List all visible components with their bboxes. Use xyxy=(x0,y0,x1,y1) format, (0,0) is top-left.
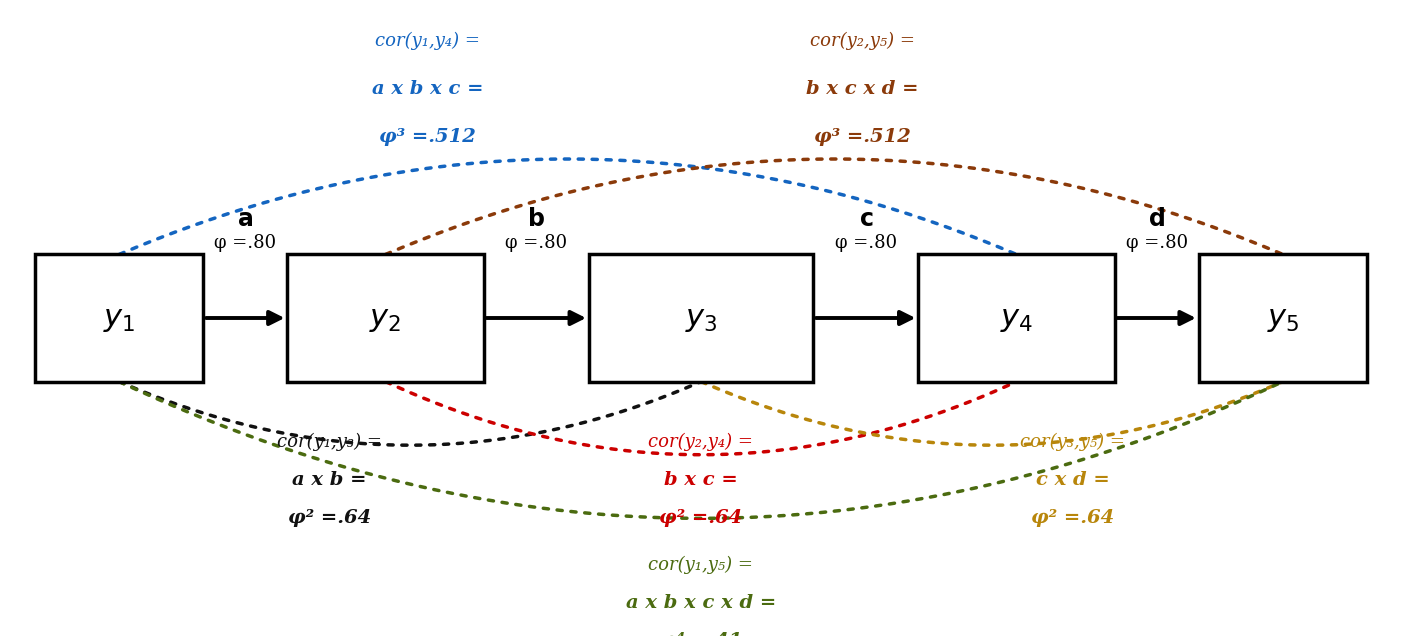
Text: cor(y₂,y₄) =: cor(y₂,y₄) = xyxy=(649,433,753,451)
Text: cor(y₁,y₅) =: cor(y₁,y₅) = xyxy=(649,556,753,574)
Text: φ² =.64: φ² =.64 xyxy=(1030,509,1115,527)
Text: a x b x c =: a x b x c = xyxy=(372,80,484,98)
Text: φ =.80: φ =.80 xyxy=(215,234,276,252)
Text: b x c =: b x c = xyxy=(665,471,737,489)
Text: φ³ =.512: φ³ =.512 xyxy=(379,128,477,146)
Text: $\mathbf{d}$: $\mathbf{d}$ xyxy=(1148,208,1165,231)
Text: $\mathbf{a}$: $\mathbf{a}$ xyxy=(237,208,254,231)
FancyBboxPatch shape xyxy=(589,254,813,382)
FancyBboxPatch shape xyxy=(1199,254,1367,382)
Text: cor(y₁,y₄) =: cor(y₁,y₄) = xyxy=(376,32,479,50)
Text: $y_{5}$: $y_{5}$ xyxy=(1266,303,1300,333)
Text: b x c x d =: b x c x d = xyxy=(806,80,918,98)
FancyBboxPatch shape xyxy=(918,254,1115,382)
Text: φ =.80: φ =.80 xyxy=(834,234,897,252)
FancyBboxPatch shape xyxy=(287,254,484,382)
Text: a x b =: a x b = xyxy=(292,471,367,489)
Text: c x d =: c x d = xyxy=(1036,471,1109,489)
FancyBboxPatch shape xyxy=(35,254,203,382)
Text: $\mathbf{b}$: $\mathbf{b}$ xyxy=(527,208,545,231)
Text: φ =.80: φ =.80 xyxy=(1126,234,1187,252)
Text: φ =.80: φ =.80 xyxy=(505,234,568,252)
Text: cor(y₂,y₅) =: cor(y₂,y₅) = xyxy=(810,32,914,50)
Text: cor(y₃,y₅) =: cor(y₃,y₅) = xyxy=(1021,433,1124,451)
Text: $\mathbf{c}$: $\mathbf{c}$ xyxy=(858,208,873,231)
Text: φ² =.64: φ² =.64 xyxy=(659,509,743,527)
Text: cor(y₁,y₃) =: cor(y₁,y₃) = xyxy=(278,433,381,451)
Text: φ⁴ =.41: φ⁴ =.41 xyxy=(659,632,743,636)
Text: $y_{1}$: $y_{1}$ xyxy=(102,303,136,333)
Text: $y_{3}$: $y_{3}$ xyxy=(684,303,718,333)
Text: $y_{4}$: $y_{4}$ xyxy=(1000,303,1033,333)
Text: φ² =.64: φ² =.64 xyxy=(287,509,372,527)
Text: $y_{2}$: $y_{2}$ xyxy=(369,303,402,333)
Text: a x b x c x d =: a x b x c x d = xyxy=(625,594,777,612)
Text: φ³ =.512: φ³ =.512 xyxy=(813,128,911,146)
